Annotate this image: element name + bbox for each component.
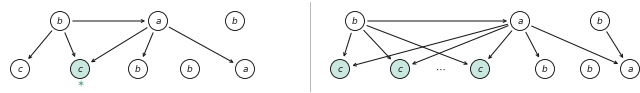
- Text: $a$: $a$: [154, 16, 161, 25]
- Circle shape: [51, 12, 70, 31]
- Circle shape: [390, 60, 410, 78]
- Text: $b$: $b$: [596, 16, 604, 27]
- Text: $b$: $b$: [231, 16, 239, 27]
- Circle shape: [129, 60, 147, 78]
- Text: $c$: $c$: [477, 65, 483, 73]
- Text: $c$: $c$: [77, 65, 83, 73]
- Circle shape: [536, 60, 554, 78]
- Circle shape: [580, 60, 600, 78]
- Text: $c$: $c$: [337, 65, 344, 73]
- Circle shape: [148, 12, 168, 31]
- Text: $b$: $b$: [186, 64, 194, 74]
- Text: $c$: $c$: [17, 65, 24, 73]
- Circle shape: [225, 12, 244, 31]
- Text: $b$: $b$: [351, 16, 358, 27]
- Circle shape: [591, 12, 609, 31]
- Circle shape: [511, 12, 529, 31]
- Text: $b$: $b$: [541, 64, 548, 74]
- Text: $b$: $b$: [56, 16, 63, 27]
- Text: ✶: ✶: [76, 79, 84, 89]
- Circle shape: [330, 60, 349, 78]
- Text: $a$: $a$: [241, 65, 248, 73]
- Circle shape: [470, 60, 490, 78]
- Circle shape: [346, 12, 365, 31]
- Circle shape: [70, 60, 90, 78]
- Text: $b$: $b$: [134, 64, 141, 74]
- Circle shape: [236, 60, 255, 78]
- Text: $a$: $a$: [627, 65, 634, 73]
- Circle shape: [621, 60, 639, 78]
- Text: $b$: $b$: [586, 64, 594, 74]
- Text: $\cdots$: $\cdots$: [435, 64, 445, 74]
- Circle shape: [180, 60, 200, 78]
- Text: $a$: $a$: [516, 16, 524, 25]
- Circle shape: [10, 60, 29, 78]
- Text: $c$: $c$: [397, 65, 403, 73]
